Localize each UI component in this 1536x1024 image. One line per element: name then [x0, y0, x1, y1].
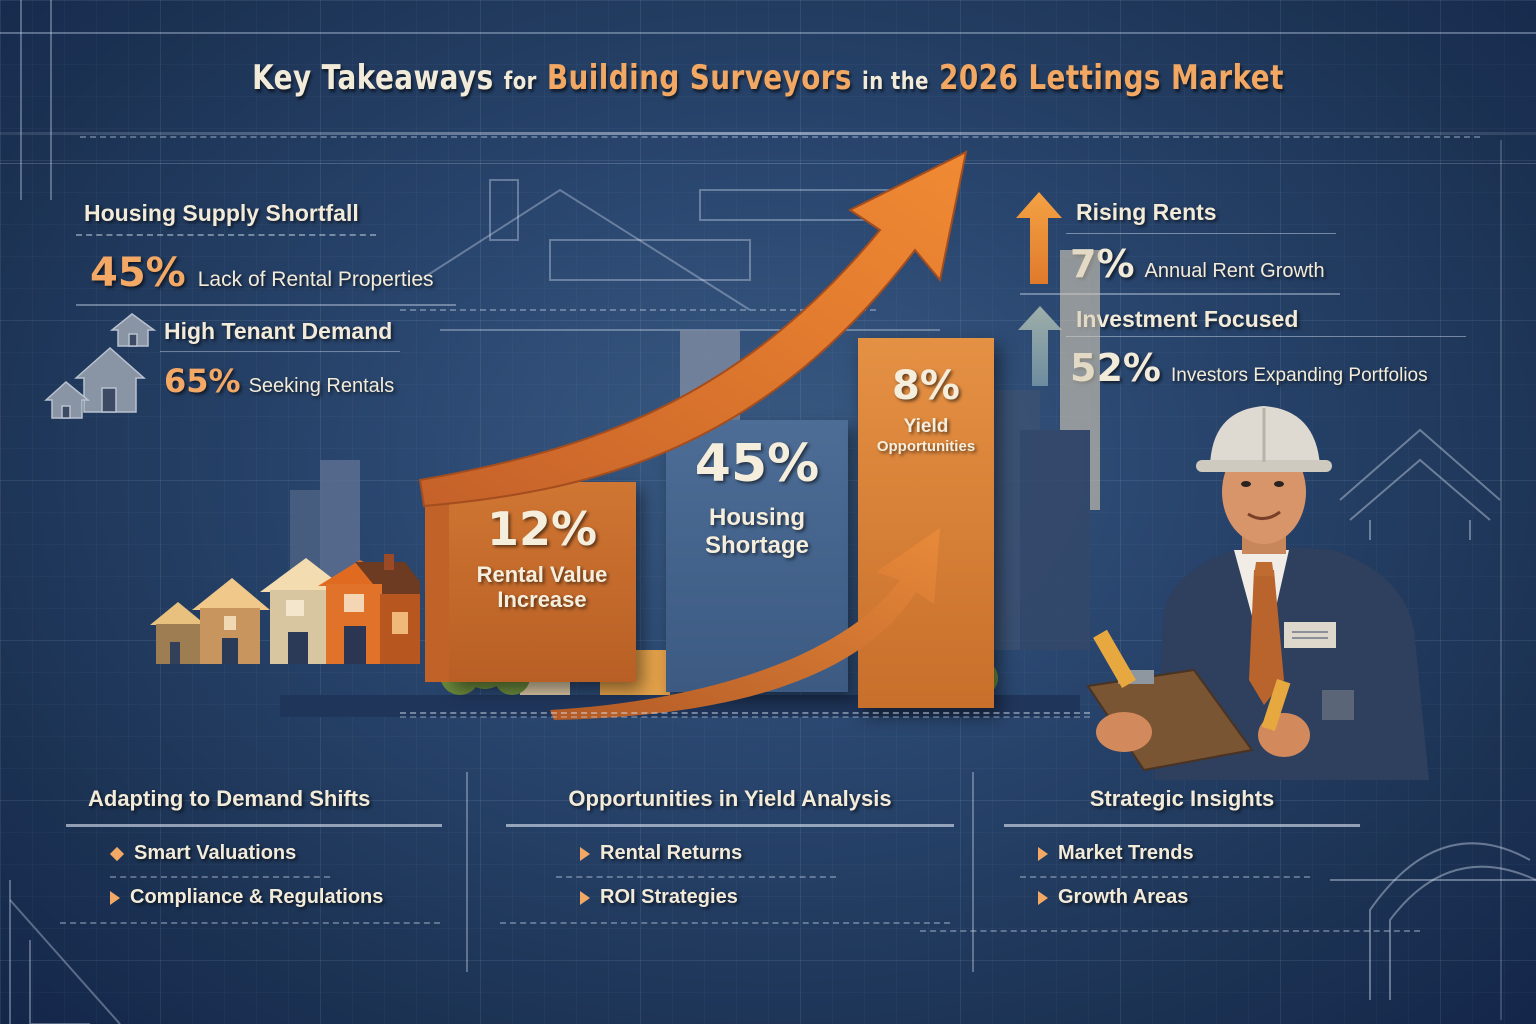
block-label-line-2: Increase [497, 587, 587, 613]
houses-icon [44, 313, 157, 419]
divider [160, 351, 400, 352]
rental-value-block [448, 482, 636, 682]
block-value: 8% [892, 363, 960, 409]
item-divider [920, 930, 1420, 932]
bullet-item-roi-strategies: ROI Strategies [580, 886, 738, 909]
item-divider [556, 876, 836, 878]
bullet-label: ROI Strategies [600, 886, 738, 908]
yield-opportunities-label: 8% Yield Opportunities [858, 366, 994, 455]
bottom-column-yield-analysis: Opportunities in Yield Analysis [506, 786, 954, 827]
row-of-houses-illustration [150, 554, 420, 664]
bottom-column-demand-shifts: Adapting to Demand Shifts [66, 786, 442, 827]
block-value: 12% [486, 502, 598, 556]
triangle-bullet-icon [110, 890, 120, 905]
blueprint-line [50, 0, 52, 200]
bullet-item-growth-areas: Growth Areas [1038, 886, 1188, 909]
bullet-item-smart-valuations: Smart Valuations [109, 842, 297, 865]
blueprint-arch-sketch [1330, 842, 1536, 1000]
bullet-item-compliance: Compliance & Regulations [110, 886, 383, 909]
housing-shortage-label: 45% Housing Shortage [666, 438, 848, 559]
block-label-line-2: Opportunities [876, 437, 976, 455]
blueprint-line [20, 0, 22, 200]
rising-rents-heading: Rising Rents [1076, 199, 1217, 225]
block-label-line-1: Yield [903, 416, 949, 437]
bullet-label: Compliance & Regulations [130, 886, 384, 908]
yield-opportunities-block [858, 338, 994, 708]
bottom-column-strategic-insights: Strategic Insights [1004, 786, 1360, 827]
surveyor-illustration [1086, 406, 1429, 780]
column-rule [1004, 824, 1360, 827]
housing-supply-heading: Housing Supply Shortfall [84, 200, 359, 226]
grey-up-arrow-icon [1018, 306, 1062, 386]
divider [1066, 336, 1466, 337]
column-rule [506, 824, 954, 827]
block-label-line-2: Shortage [704, 531, 809, 559]
tenant-demand-stat: 65% Seeking Rentals [164, 362, 394, 400]
ground-line [400, 712, 1090, 718]
blueprint-line [0, 32, 1536, 34]
bullet-item-market-trends: Market Trends [1038, 842, 1194, 865]
secondary-growth-arrow-icon [550, 528, 940, 720]
column-rule [66, 824, 442, 827]
column-heading: Opportunities in Yield Analysis [568, 786, 892, 811]
blueprint-line [0, 163, 1536, 164]
bullet-label: Market Trends [1058, 842, 1194, 864]
rental-value-block-side [425, 488, 449, 682]
stat-label: Annual Rent Growth [1144, 260, 1325, 282]
title-part-4: in the [862, 67, 929, 95]
stat-label: Investors Expanding Portfolios [1170, 365, 1428, 386]
title-part-1: Key Takeaways [252, 58, 494, 98]
triangle-bullet-icon [580, 890, 590, 905]
blueprint-dash [80, 136, 1480, 138]
rising-rents-stat: 7% Annual Rent Growth [1070, 242, 1325, 286]
blueprint-roof-sketch [1339, 428, 1501, 540]
column-heading: Strategic Insights [1089, 786, 1275, 811]
investment-focused-stat: 52% Investors Expanding Portfolios [1070, 346, 1428, 390]
triangle-bullet-icon [580, 846, 590, 861]
blueprint-triangle-sketch [9, 880, 121, 1024]
stat-label: Seeking Rentals [248, 375, 395, 397]
divider [1020, 293, 1340, 295]
title-part-2: for [503, 67, 537, 95]
stat-value: 45% [90, 250, 186, 296]
bullet-item-rental-returns: Rental Returns [580, 842, 742, 865]
divider [76, 234, 376, 236]
block-label-line-1: Housing [709, 504, 805, 531]
rental-value-label: 12% Rental Value Increase [448, 506, 636, 613]
page-title: Key Takeaways for Building Surveyors in … [138, 58, 1398, 98]
divider [1066, 233, 1336, 234]
blueprint-line [1500, 140, 1502, 1020]
tenant-demand-heading: High Tenant Demand [164, 318, 393, 344]
stat-value: 65% [164, 362, 241, 400]
column-divider [466, 772, 468, 972]
growth-arrow-icon [418, 150, 968, 508]
column-heading: Adapting to Demand Shifts [88, 786, 371, 811]
housing-supply-stat: 45% Lack of Rental Properties [90, 250, 434, 296]
column-divider [972, 772, 974, 972]
item-divider [500, 922, 950, 924]
triangle-bullet-icon [1038, 890, 1048, 905]
investment-focused-heading: Investment Focused [1076, 306, 1299, 332]
diamond-bullet-icon [109, 846, 125, 861]
bullet-label: Smart Valuations [134, 842, 297, 864]
title-part-5: 2026 Lettings Market [939, 58, 1284, 98]
title-part-3: Building Surveyors [546, 58, 852, 98]
stat-label: Lack of Rental Properties [197, 268, 434, 291]
divider [76, 304, 456, 306]
block-value: 45% [694, 434, 820, 494]
item-divider [1020, 876, 1310, 878]
bullet-label: Growth Areas [1058, 886, 1189, 908]
triangle-bullet-icon [1038, 846, 1048, 861]
item-divider [60, 922, 440, 924]
orange-up-arrow-icon [1016, 192, 1062, 284]
bullet-label: Rental Returns [600, 842, 743, 864]
block-label-line-1: Rental Value [476, 562, 608, 587]
title-underline [0, 132, 1536, 135]
item-divider [110, 876, 330, 878]
